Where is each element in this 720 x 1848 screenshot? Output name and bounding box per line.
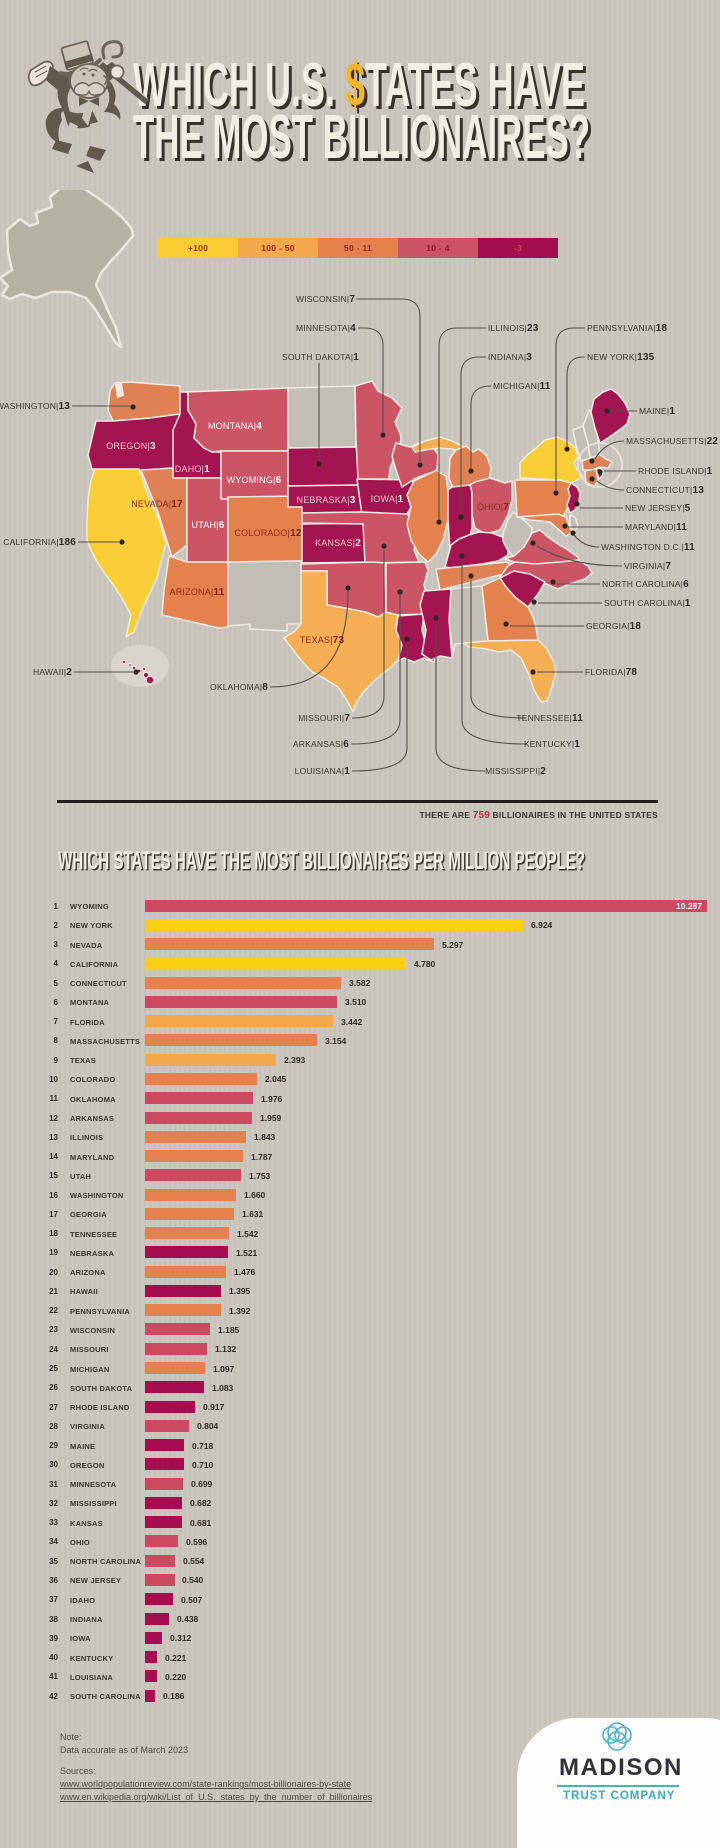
svg-text:WYOMING|6: WYOMING|6 <box>227 475 282 486</box>
svg-text:GEORGIA|18: GEORGIA|18 <box>586 621 641 632</box>
svg-text:OKLAHOMA|8: OKLAHOMA|8 <box>210 682 268 693</box>
svg-text:MISSOURI|7: MISSOURI|7 <box>298 713 350 724</box>
svg-text:MISSISSIPPI|2: MISSISSIPPI|2 <box>485 766 546 777</box>
svg-text:NEW JERSEY|5: NEW JERSEY|5 <box>625 503 691 514</box>
svg-text:PENNSYLVANIA|18: PENNSYLVANIA|18 <box>587 323 668 334</box>
svg-text:RHODE ISLAND|1: RHODE ISLAND|1 <box>638 466 713 477</box>
svg-text:FLORIDA|78: FLORIDA|78 <box>585 667 637 678</box>
svg-text:HAWAII|2: HAWAII|2 <box>33 667 72 678</box>
svg-text:THE MOST BILLIONAIRES?: THE MOST BILLIONAIRES? <box>136 106 593 175</box>
svg-text:MAINE|1: MAINE|1 <box>639 406 675 417</box>
svg-text:OREGON|3: OREGON|3 <box>106 441 156 452</box>
svg-text:WHICH STATES HAVE THE MOST BIL: WHICH STATES HAVE THE MOST BILLIONAIRES … <box>60 849 587 877</box>
svg-text:ARKANSAS|6: ARKANSAS|6 <box>293 739 349 750</box>
svg-text:ILLINOIS|23: ILLINOIS|23 <box>488 323 539 334</box>
svg-text:SOUTH DAKOTA|1: SOUTH DAKOTA|1 <box>282 352 359 363</box>
svg-text:CALIFORNIA|186: CALIFORNIA|186 <box>3 537 76 548</box>
svg-text:MONTANA|4: MONTANA|4 <box>208 421 262 432</box>
svg-text:OHIO|7: OHIO|7 <box>477 502 509 513</box>
svg-text:KANSAS|2: KANSAS|2 <box>315 538 361 549</box>
svg-text:COLORADO|12: COLORADO|12 <box>234 528 301 539</box>
svg-text:UTAH|6: UTAH|6 <box>192 520 225 531</box>
svg-text:MICHIGAN|11: MICHIGAN|11 <box>493 381 551 392</box>
svg-text:IDAHO|1: IDAHO|1 <box>172 464 210 475</box>
svg-text:NORTH CAROLINA|6: NORTH CAROLINA|6 <box>602 579 689 590</box>
svg-text:ARIZONA|11: ARIZONA|11 <box>170 587 225 598</box>
svg-text:TEXAS|73: TEXAS|73 <box>300 635 345 646</box>
svg-text:NEBRASKA|3: NEBRASKA|3 <box>297 495 356 506</box>
svg-text:TENNESSEE|11: TENNESSEE|11 <box>516 713 583 724</box>
svg-text:CONNECTICUT|13: CONNECTICUT|13 <box>626 485 704 496</box>
svg-text:WASHINGTON D.C.|11: WASHINGTON D.C.|11 <box>601 542 695 553</box>
svg-text:SOUTH CAROLINA|1: SOUTH CAROLINA|1 <box>604 598 691 609</box>
svg-text:WASHINGTON|13: WASHINGTON|13 <box>0 401 70 412</box>
svg-text:LOUISIANA|1: LOUISIANA|1 <box>295 766 351 777</box>
svg-text:NEVADA|17: NEVADA|17 <box>131 499 183 510</box>
svg-text:INDIANA|3: INDIANA|3 <box>488 352 532 363</box>
svg-text:WHICH STATES HAVE THE MOST BIL: WHICH STATES HAVE THE MOST BILLIONAIRES … <box>58 847 585 875</box>
svg-text:MARYLAND|11: MARYLAND|11 <box>625 522 687 533</box>
svg-text:WISCONSIN|7: WISCONSIN|7 <box>296 294 355 305</box>
svg-text:MASSACHUSETTS|22: MASSACHUSETTS|22 <box>626 436 718 447</box>
svg-text:WHICH U.S. $TATES HAVE: WHICH U.S. $TATES HAVE <box>136 54 588 123</box>
svg-text:IOWA|1: IOWA|1 <box>371 494 404 505</box>
svg-text:WHICH U.S. $TATES HAVE: WHICH U.S. $TATES HAVE <box>133 51 585 120</box>
svg-text:KENTUCKY|1: KENTUCKY|1 <box>524 739 580 750</box>
svg-text:THE MOST BILLIONAIRES?: THE MOST BILLIONAIRES? <box>133 103 590 172</box>
svg-text:NEW YORK|135: NEW YORK|135 <box>587 352 655 363</box>
svg-text:VIRGINIA|7: VIRGINIA|7 <box>624 561 671 572</box>
svg-text:MINNESOTA|4: MINNESOTA|4 <box>296 323 356 334</box>
